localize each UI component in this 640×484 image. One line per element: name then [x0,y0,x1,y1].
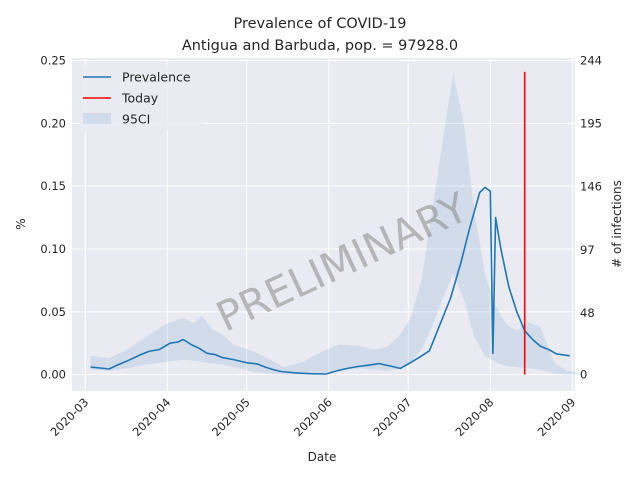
y-tick-label: 0.20 [40,116,66,130]
y-right-tick-label: 97 [580,243,595,257]
y-right-tick-label: 0 [580,368,587,382]
legend: Prevalence Today 95CI [79,65,203,131]
prevalence-line-layer [90,186,570,375]
chart-subtitle: Antigua and Barbuda, pop. = 97928.0 [182,38,458,54]
legend-ci-label: 95CI [122,112,150,127]
y-tick-label: 0.10 [40,242,66,256]
prevalence-line [90,186,570,375]
x-axis-label: Date [308,450,337,464]
y-tick-label: 0.00 [40,368,66,382]
ci-band-layer [90,73,581,375]
legend-box [79,65,203,131]
legend-today-label: Today [121,91,159,106]
y-tick-label: 0.05 [40,305,66,319]
y-axis-label: % [14,218,28,229]
y-right-tick-label: 48 [580,306,595,320]
y-right-tick-label: 244 [580,54,602,68]
y-tick-label: 0.15 [40,179,66,193]
y-tick-label: 0.25 [40,54,66,68]
y-right-axis-label: # of infections [610,180,624,268]
y-right-tick-label: 146 [580,180,602,194]
y-axis-ticks: 0.00 0.05 0.10 0.15 0.20 0.25 [40,54,66,382]
y-right-axis-ticks: 0 48 97 146 195 244 [580,54,602,382]
legend-prevalence-label: Prevalence [122,70,191,85]
y-right-tick-label: 195 [580,117,602,131]
legend-ci-swatch [83,113,111,124]
ci-band [90,73,581,375]
chart-title: Prevalence of COVID-19 [233,16,406,32]
